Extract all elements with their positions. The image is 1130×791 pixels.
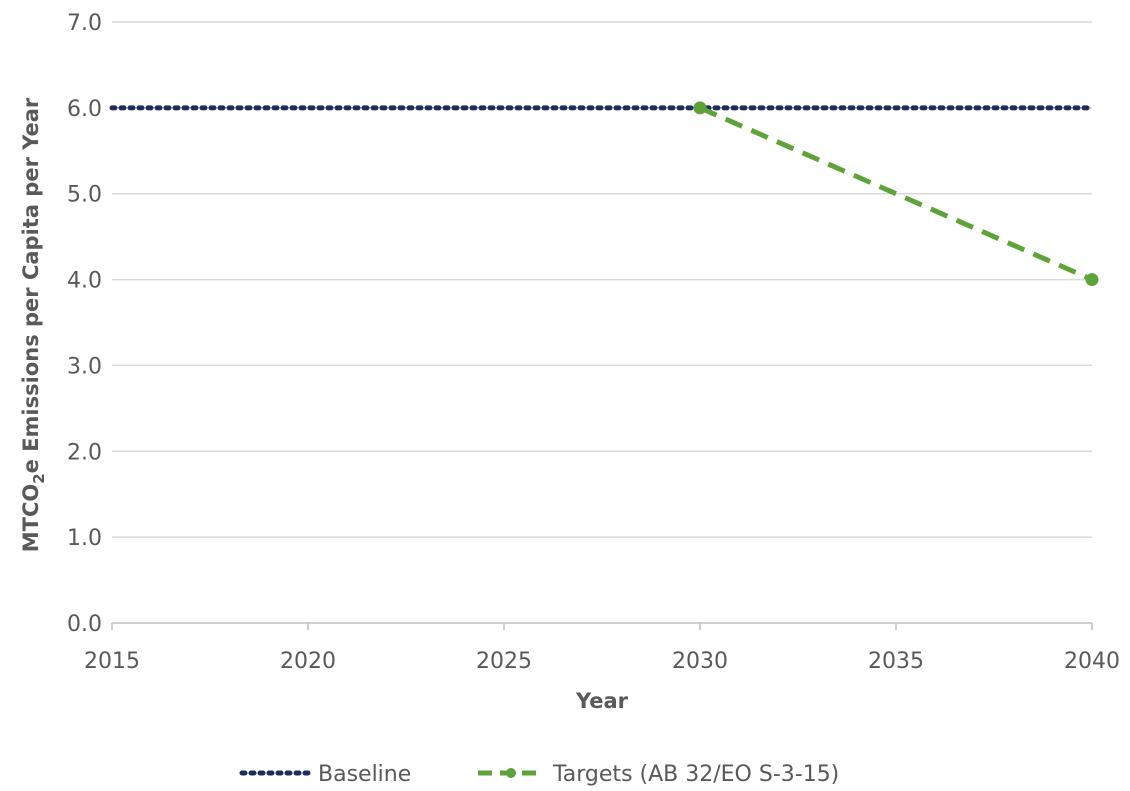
data-point-targets [693,101,707,115]
legend: Baseline Targets (AB 32/EO S-3-15) [239,762,839,787]
y-tick-label: 1.0 [67,526,102,551]
legend-item-targets: Targets (AB 32/EO S-3-15) [478,762,839,787]
y-tick-label: 6.0 [67,97,102,122]
series-line-targets [698,105,1094,282]
data-point-targets [1085,273,1099,287]
y-tick-label: 3.0 [67,354,102,379]
legend-marker-targets [506,768,516,778]
y-axis-title-subscript: 2 [30,473,48,483]
y-axis-title-pre: MTCO [19,484,43,553]
y-axis-ticks: 0.0 1.0 2.0 3.0 4.0 5.0 6.0 7.0 [67,11,102,637]
legend-item-baseline: Baseline [239,762,411,787]
x-tick-label: 2015 [84,649,140,674]
x-tick-label: 2040 [1064,649,1120,674]
y-axis-title: MTCO2e Emissions per Capita per Year [19,97,48,552]
x-tick-label: 2030 [672,649,728,674]
y-tick-label: 7.0 [67,11,102,36]
x-axis-ticks: 2015 2020 2025 2030 2035 2040 [84,623,1120,674]
y-tick-label: 4.0 [67,269,102,294]
y-axis-title-post: e Emissions per Capita per Year [19,97,43,473]
gridlines [112,21,1092,538]
x-tick-label: 2025 [476,649,532,674]
legend-label-targets: Targets (AB 32/EO S-3-15) [552,762,839,787]
x-axis-title: Year [575,689,629,713]
y-tick-label: 5.0 [67,183,102,208]
x-tick-label: 2035 [868,649,924,674]
y-tick-label: 0.0 [67,612,102,637]
series-layer [109,101,1099,287]
y-tick-label: 2.0 [67,440,102,465]
x-tick-label: 2020 [280,649,336,674]
legend-label-baseline: Baseline [318,762,411,787]
